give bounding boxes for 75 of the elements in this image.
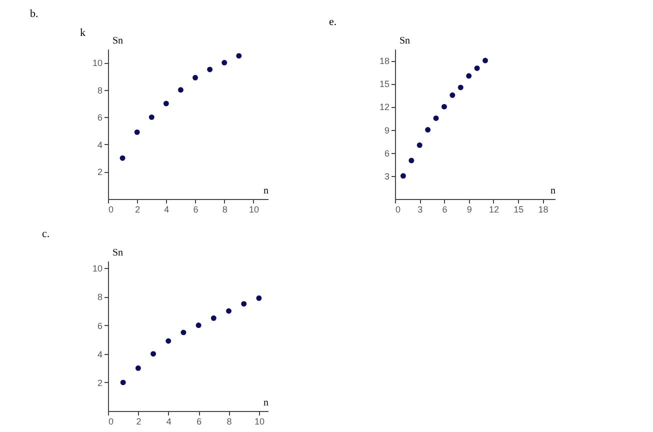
point [134, 129, 140, 135]
y-tick-label: 4 [97, 140, 102, 150]
point [416, 142, 422, 148]
x-tick-label: 10 [254, 416, 264, 426]
x-tick-label: 2 [135, 204, 140, 214]
x-tick-label: 8 [226, 416, 232, 426]
y-axis-title: Sn [112, 248, 124, 258]
point [400, 173, 406, 179]
y-tick-label: 6 [384, 148, 390, 158]
x-tick-label: 6 [196, 416, 202, 426]
y-tick-label: 10 [92, 264, 102, 274]
chart-title: c. [42, 228, 50, 240]
point [180, 330, 186, 336]
y-tick-label: 2 [97, 378, 102, 388]
x-tick-label: 3 [418, 204, 423, 214]
x-axis-title: n [264, 186, 268, 196]
y-tick-label: 8 [97, 292, 102, 302]
y-tick-label: 10 [92, 58, 102, 68]
x-tick-label: 6 [193, 204, 198, 214]
y-tick-label: 9 [384, 125, 390, 136]
x-axis-title: n [550, 186, 556, 196]
point [166, 338, 172, 344]
point [226, 308, 232, 314]
x-tick-label: 4 [166, 416, 172, 426]
x-tick-label: 8 [222, 204, 228, 214]
point [482, 58, 488, 64]
y-tick-label: 8 [97, 85, 102, 96]
point [458, 84, 464, 90]
point [196, 322, 202, 328]
point [408, 158, 414, 164]
y-tick-label: 2 [97, 167, 102, 178]
y-tick-label: 18 [379, 56, 390, 66]
x-tick-label: 6 [442, 204, 448, 214]
text: k [80, 27, 86, 39]
chart-title: e. [328, 16, 337, 28]
point [135, 365, 141, 371]
x-tick-label: 4 [164, 204, 170, 214]
point [192, 74, 198, 80]
point [241, 301, 247, 307]
y-tick-label: 12 [379, 102, 390, 112]
x-tick-label: 12 [488, 204, 499, 214]
y-tick-label: 6 [97, 112, 102, 123]
point [120, 155, 126, 161]
x-tick-label: 18 [538, 204, 548, 214]
x-axis-title: n [264, 398, 268, 408]
y-tick-label: 15 [379, 79, 390, 90]
point [163, 100, 169, 106]
y-tick-label: 6 [97, 320, 102, 331]
point [425, 127, 431, 133]
point [222, 60, 228, 66]
point [207, 66, 213, 72]
point [256, 295, 262, 301]
point [178, 87, 184, 93]
x-tick-label: 9 [466, 204, 472, 214]
point [120, 380, 126, 386]
x-tick-label: 15 [514, 204, 524, 214]
x-tick-label: 0 [396, 204, 401, 214]
x-tick-label: 0 [108, 416, 114, 426]
y-axis-title: Sn [112, 36, 124, 46]
x-tick-label: 0 [108, 204, 114, 214]
x-tick-label: 10 [248, 204, 259, 214]
point [236, 53, 242, 59]
point [433, 115, 439, 121]
chart-title: b. [30, 8, 38, 20]
point [474, 65, 480, 71]
point [441, 104, 447, 110]
point [150, 351, 156, 357]
point [450, 92, 456, 98]
point [466, 73, 472, 79]
point [210, 315, 216, 321]
x-tick-label: 2 [136, 416, 142, 426]
y-tick-label: 3 [384, 171, 390, 182]
y-axis-title: Sn [400, 36, 410, 46]
point [148, 114, 154, 120]
y-tick-label: 4 [97, 349, 102, 360]
